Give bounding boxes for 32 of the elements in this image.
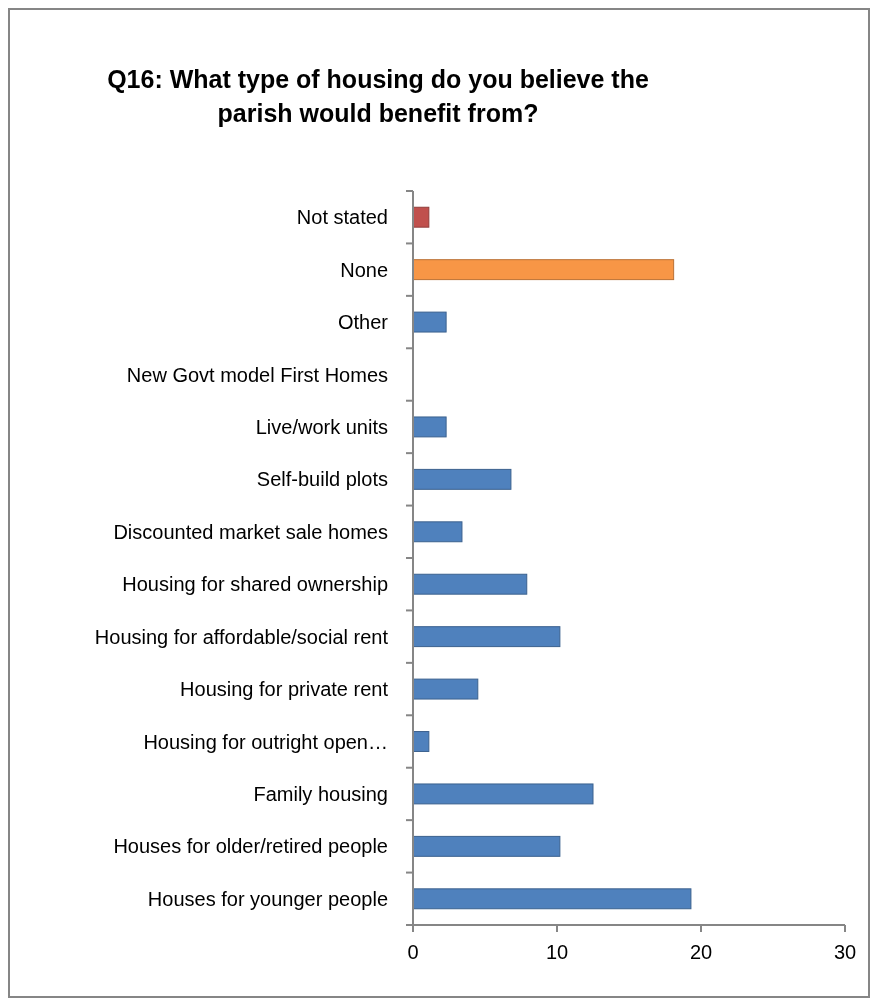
bar	[412, 311, 447, 333]
y-tick-label: Discounted market sale homes	[113, 520, 388, 543]
bar	[412, 521, 463, 543]
y-tick-label: Self-build plots	[256, 468, 388, 491]
y-tick-label: Live/work units	[255, 415, 388, 438]
bar	[412, 206, 430, 228]
bar	[412, 888, 692, 910]
y-tick-label: New Govt model First Homes	[126, 363, 388, 386]
y-tick-label: Housing for private rent	[180, 678, 389, 701]
bar	[412, 835, 561, 857]
x-tick-label: 0	[407, 941, 419, 963]
y-tick-label: Other	[337, 311, 389, 334]
bar	[412, 731, 430, 752]
y-tick-label: Houses for older/retired people	[113, 835, 388, 858]
x-tick-label: 10	[545, 941, 569, 963]
y-tick-label: Housing for affordable/social rent	[94, 625, 389, 648]
y-tick-label: Housing for outright open…	[143, 730, 388, 753]
bar	[412, 468, 512, 490]
x-tick-label: 20	[689, 941, 713, 963]
bar	[412, 573, 528, 595]
bar	[412, 678, 479, 700]
bar	[412, 783, 594, 805]
y-tick-label: Housing for shared ownership	[122, 573, 388, 596]
bar	[412, 626, 561, 648]
y-tick-label: None	[340, 258, 388, 281]
y-tick-label: Not stated	[296, 206, 388, 229]
bar	[412, 416, 447, 438]
x-tick-label: 30	[833, 941, 857, 963]
y-tick-label: Family housing	[253, 782, 388, 805]
chart-title: Q16: What type of housing do you believe the parish would benefit from?	[107, 65, 649, 127]
y-tick-label: Houses for younger people	[147, 887, 388, 910]
bar	[412, 259, 675, 281]
